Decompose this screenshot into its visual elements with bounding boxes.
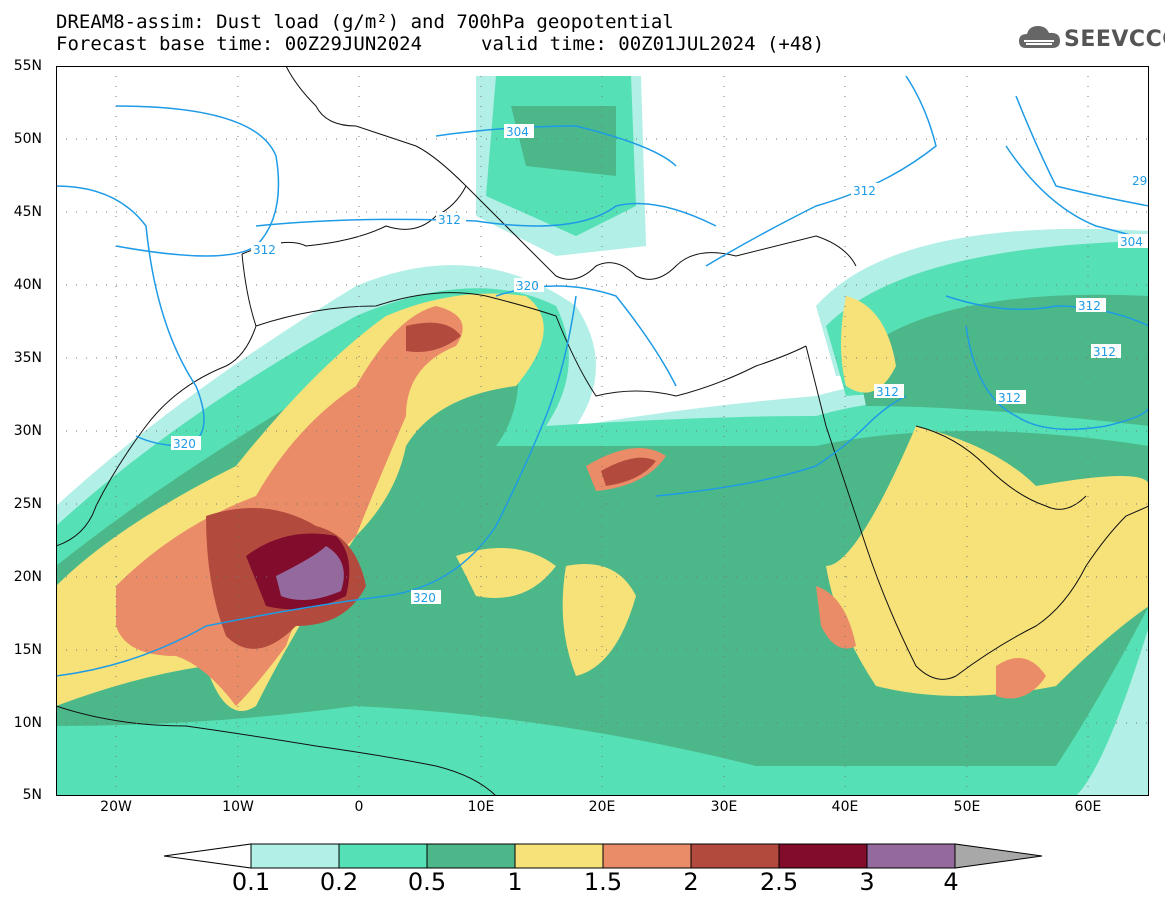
- lat-label: 50N: [13, 131, 42, 147]
- colorbar-swatch: [602, 843, 692, 869]
- lon-label: 20W: [100, 799, 132, 815]
- colorbar-label: 0.2: [319, 868, 359, 896]
- colorbar-label: 4: [943, 868, 959, 896]
- map-frame: [56, 66, 1149, 796]
- lat-label: 55N: [13, 58, 42, 74]
- colorbar-label: 1.5: [583, 868, 623, 896]
- lat-label: 5N: [22, 787, 42, 803]
- contour-label: 320: [516, 279, 539, 293]
- colorbar-swatch: [514, 843, 604, 869]
- lat-label: 30N: [13, 423, 42, 439]
- logo-text: SEEVCCC: [1064, 27, 1165, 52]
- lon-label: 40E: [831, 799, 859, 815]
- contour-label: 312: [853, 184, 876, 198]
- lat-label: 35N: [13, 350, 42, 366]
- colorbar-label: 0.5: [407, 868, 447, 896]
- seevccc-logo: SEEVCCC: [1018, 22, 1165, 56]
- contour-label: 312: [1078, 299, 1101, 313]
- map-title: DREAM8-assim: Dust load (g/m²) and 700hP…: [56, 11, 674, 33]
- contour-label: 312: [253, 243, 276, 257]
- colorbar-label: 3: [859, 868, 875, 896]
- map-subtitle: Forecast base time: 00Z29JUN2024 valid ti…: [56, 33, 824, 55]
- colorbar-label: 2.5: [759, 868, 799, 896]
- contour-label: 320: [413, 591, 436, 605]
- colorbar-swatch: [690, 843, 780, 869]
- lat-label: 25N: [13, 496, 42, 512]
- coastlines: [56, 66, 1149, 796]
- colorbar-swatch: [338, 843, 428, 869]
- base-time: Forecast base time: 00Z29JUN2024: [56, 33, 423, 55]
- contour-label: 312: [1093, 345, 1116, 359]
- contour-label: 312: [998, 391, 1021, 405]
- lat-label: 20N: [13, 569, 42, 585]
- colorbar-lower-arrow: [163, 843, 252, 869]
- colorbar-label: 2: [683, 868, 699, 896]
- contour-label: 304: [1120, 235, 1143, 249]
- colorbar-upper-arrow: [954, 843, 1043, 869]
- colorbar-label: 1: [507, 868, 523, 896]
- lon-label: 30E: [710, 799, 738, 815]
- contour-label: 312: [876, 385, 899, 399]
- dust-map: 304 312 320 312 312 312 312 312 312 304 …: [56, 66, 1149, 796]
- valid-time: valid time: 00Z01JUL2024 (+48): [481, 33, 825, 55]
- colorbar-swatch: [250, 843, 340, 869]
- contour-label: 312: [438, 213, 461, 227]
- lat-label: 45N: [13, 204, 42, 220]
- lat-label: 10N: [13, 715, 42, 731]
- colorbar-swatch: [426, 843, 516, 869]
- lon-label: 60E: [1074, 799, 1102, 815]
- contour-label: 29: [1132, 174, 1147, 188]
- colorbar: [163, 843, 1043, 869]
- lon-label: 10W: [222, 799, 254, 815]
- lon-label: 50E: [953, 799, 981, 815]
- colorbar-label: 0.1: [231, 868, 271, 896]
- lat-label: 40N: [13, 277, 42, 293]
- colorbar-swatch: [778, 843, 868, 869]
- contour-label: 320: [173, 437, 196, 451]
- lon-label: 0: [354, 799, 364, 815]
- lon-label: 10E: [467, 799, 495, 815]
- lon-label: 20E: [588, 799, 616, 815]
- contour-label: 304: [506, 125, 529, 139]
- lat-label: 15N: [13, 642, 42, 658]
- cloud-icon: [1019, 26, 1060, 48]
- dust-field-max: [276, 546, 344, 600]
- colorbar-swatch: [866, 843, 956, 869]
- contour-labels: 304 312 320 312 312 312 312 312 312 304 …: [171, 124, 1149, 605]
